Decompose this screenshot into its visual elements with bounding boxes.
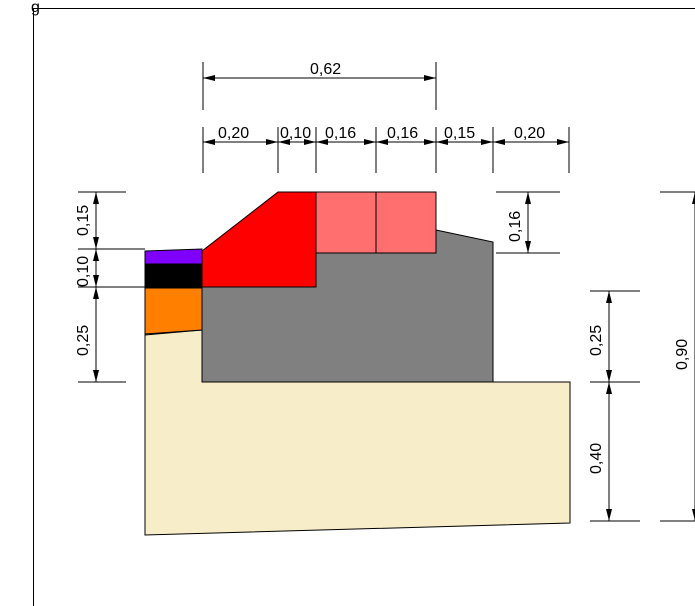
black-layer bbox=[144, 263, 203, 289]
left-arrow-6 bbox=[93, 370, 99, 382]
top-seg-label-4: 0,16 bbox=[387, 125, 418, 142]
top-seg-arrow-4 bbox=[304, 139, 316, 145]
top-seg-label-3: 0,16 bbox=[325, 125, 356, 142]
right-mid-arrow-3 bbox=[606, 382, 612, 394]
right-total-arrow-2 bbox=[692, 509, 695, 521]
right-mid-arrow-1 bbox=[606, 291, 612, 303]
top-seg-arrow-8 bbox=[424, 139, 436, 145]
top-seg-arrow-1 bbox=[203, 139, 215, 145]
top-seg-arrow-2 bbox=[266, 139, 278, 145]
top-seg-arrow-12 bbox=[557, 139, 569, 145]
left-arrow-2 bbox=[93, 237, 99, 249]
right-mid-arrow-2 bbox=[606, 370, 612, 382]
frame-border bbox=[33, 8, 695, 606]
top-seg-label-5: 0,15 bbox=[444, 125, 475, 142]
right-small-arrow-1 bbox=[525, 192, 531, 204]
right-mid-arrow-4 bbox=[606, 509, 612, 521]
top-seg-arrow-7 bbox=[376, 139, 388, 145]
left-label-2: 0,10 bbox=[75, 256, 92, 287]
top-seg-arrow-11 bbox=[493, 139, 505, 145]
right-small-arrow-2 bbox=[525, 241, 531, 253]
top-total-arrow-left bbox=[203, 75, 215, 81]
left-label-1: 0,15 bbox=[75, 205, 92, 236]
top-seg-label-2: 0,10 bbox=[280, 125, 311, 142]
top-seg-label-6: 0,20 bbox=[514, 125, 545, 142]
left-arrow-5 bbox=[93, 287, 99, 299]
left-arrow-4 bbox=[93, 275, 99, 287]
top-seg-arrow-6 bbox=[364, 139, 376, 145]
top-seg-arrow-9 bbox=[436, 139, 448, 145]
right-total-label: 0,90 bbox=[674, 339, 691, 370]
right-mid-lower-label: 0,40 bbox=[588, 443, 605, 474]
top-seg-arrow-5 bbox=[316, 139, 328, 145]
pink-block-left bbox=[315, 191, 377, 254]
orange-layer bbox=[144, 287, 203, 335]
left-arrow-1 bbox=[93, 192, 99, 204]
red-block bbox=[201, 191, 317, 288]
top-total-arrow-right bbox=[424, 75, 436, 81]
right-small-label: 0,16 bbox=[507, 211, 524, 242]
pink-block-right bbox=[375, 191, 437, 254]
corner-caption: g bbox=[31, 0, 40, 16]
right-mid-upper-label: 0,25 bbox=[588, 325, 605, 356]
top-seg-arrow-3 bbox=[278, 139, 290, 145]
right-total-arrow-1 bbox=[692, 192, 695, 204]
purple-layer bbox=[144, 248, 203, 265]
left-label-3: 0,25 bbox=[75, 325, 92, 356]
top-seg-arrow-10 bbox=[481, 139, 493, 145]
top-total-label: 0,62 bbox=[310, 61, 341, 78]
top-seg-label-1: 0,20 bbox=[218, 125, 249, 142]
left-arrow-3 bbox=[93, 249, 99, 261]
